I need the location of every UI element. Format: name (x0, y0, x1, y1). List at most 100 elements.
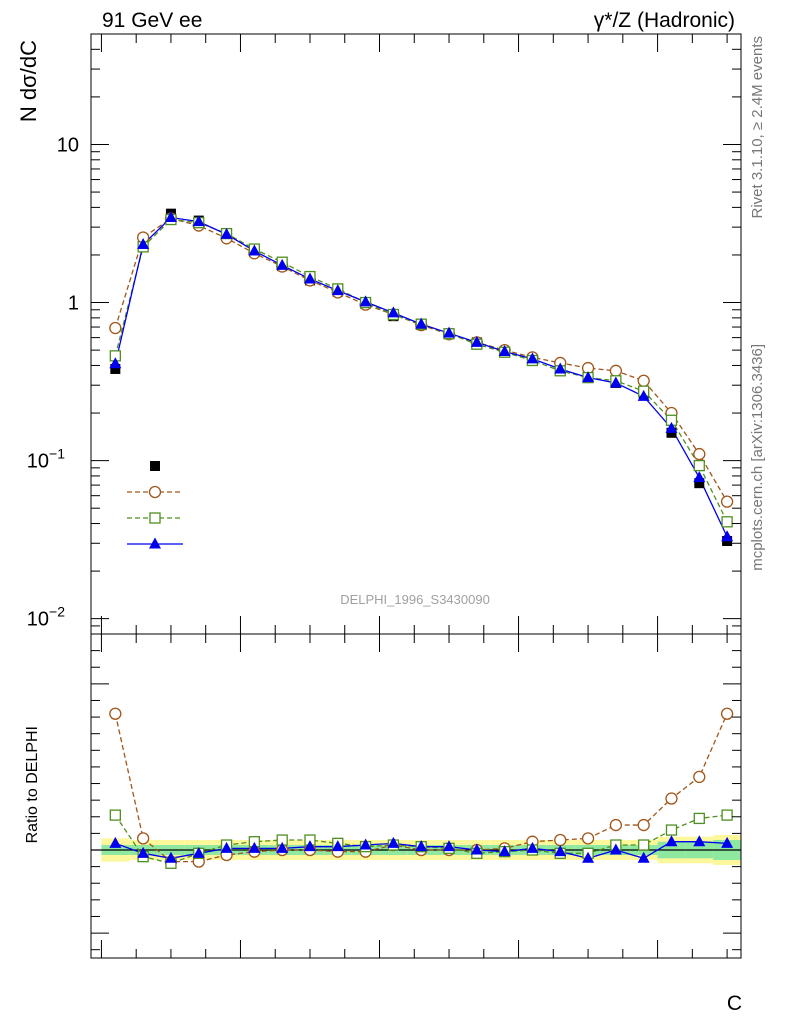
ratio-point-pythia-8-308-default (554, 845, 567, 857)
main-point-pythia-8-308-default (415, 317, 428, 329)
ratio-point-pythia-8-308-default (526, 841, 539, 853)
main-y-tick-exponent: −1 (49, 446, 65, 462)
ratio-point-herwig-2-7-1-default (720, 707, 734, 720)
ratio-point-pythia-8-308-default (137, 846, 150, 858)
legend-marker-pythia-8-308-default (149, 537, 161, 549)
main-point-pythia-8-308-default (470, 335, 483, 347)
legend-marker-herwig-2-7-1-default (148, 485, 162, 499)
main-point-pythia-8-308-default (637, 389, 650, 401)
main-point-pythia-8-308-default (443, 326, 456, 338)
ratio-point-herwig-2-7-1-default (609, 818, 623, 832)
main-point-pythia-8-308-default (276, 258, 289, 270)
ratio-point-pythia-8-308-default (721, 836, 734, 848)
ratio-line-herwig-2-7-1-default (114, 713, 728, 863)
main-y-tick-label: 1 (68, 293, 79, 315)
ratio-point-herwig-2-7-1-default (109, 707, 122, 720)
ratio-point-herwig-2-7-1-default (665, 792, 678, 805)
main-y-tick-base: 10 (27, 609, 49, 631)
main-point-herwig-2-7-1-default (109, 321, 122, 335)
ratio-plot-frame (90, 633, 742, 959)
main-point-pythia-8-308-default (248, 244, 261, 256)
ratio-point-herwig-2-7-1-default (554, 833, 567, 847)
main-point-pythia-8-308-default (665, 421, 678, 433)
ratio-point-pythia-8-308-default (637, 851, 650, 863)
ratio-point-herwig-2-7-1-default (581, 832, 595, 845)
ratio-point-herwig-2-7-1-default (136, 832, 150, 845)
legend-marker-herwig-7-2-1-default (149, 512, 161, 524)
main-point-pythia-8-308-default (498, 345, 511, 357)
main-point-herwig-2-7-1-default (637, 374, 650, 387)
main-point-pythia-8-308-default (220, 227, 233, 239)
main-point-herwig-2-7-1-default (693, 447, 706, 461)
main-point-pythia-8-308-default (526, 352, 539, 364)
legend-marker-delphi (150, 461, 160, 471)
main-point-herwig-7-2-1-default (721, 516, 733, 528)
x-axis-label: C (727, 992, 742, 1015)
main-point-pythia-8-308-default (359, 295, 372, 307)
ratio-point-pythia-8-308-default (415, 840, 428, 852)
main-y-tick-base: 10 (57, 134, 79, 156)
ratio-point-pythia-8-308-default (470, 843, 483, 855)
ratio-point-herwig-2-7-1-default (693, 770, 706, 784)
main-point-herwig-2-7-1-default (720, 495, 734, 508)
series-lines (114, 216, 728, 864)
rivet-info-label: Rivet 3.1.10, ≥ 2.4M events (749, 36, 766, 219)
ratio-point-pythia-8-308-default (498, 845, 511, 857)
ratio-point-herwig-7-2-1-default (638, 839, 650, 851)
main-point-pythia-8-308-default (331, 284, 344, 296)
ratio-point-pythia-8-308-default (220, 841, 233, 853)
main-point-pythia-8-308-default (582, 371, 595, 383)
main-point-pythia-8-308-default (164, 211, 177, 223)
main-point-pythia-8-308-default (303, 272, 316, 284)
main-point-herwig-2-7-1-default (609, 364, 623, 377)
ratio-y-axis-label: Ratio to DELPHI (24, 726, 41, 843)
ratio-point-herwig-7-2-1-default (665, 824, 678, 836)
main-point-pythia-8-308-default (192, 215, 205, 227)
ratio-point-pythia-8-308-default (109, 836, 122, 848)
mcplots-info-label: mcplots.cern.ch [arXiv:1306.3436] (749, 344, 766, 571)
main-line-pythia-8-308-default (114, 216, 728, 537)
ratio-point-pythia-8-308-default (609, 843, 622, 855)
main-point-herwig-7-2-1-default (693, 459, 705, 472)
ratio-point-pythia-8-308-default (359, 838, 372, 850)
ratio-point-herwig-7-2-1-default (721, 809, 733, 821)
main-point-delphi (110, 363, 121, 374)
main-point-pythia-8-308-default (609, 376, 622, 388)
main-y-tick-base: 10 (27, 451, 49, 473)
ratio-point-herwig-7-2-1-default (693, 812, 705, 825)
ratio-point-pythia-8-308-default (248, 841, 261, 853)
ratio-point-pythia-8-308-default (443, 840, 456, 852)
ratio-point-pythia-8-308-default (276, 841, 289, 853)
ratio-point-pythia-8-308-default (665, 835, 678, 847)
main-point-pythia-8-308-default (137, 237, 150, 249)
analysis-watermark: DELPHI_1996_S3430090 (340, 592, 490, 607)
main-point-delphi (694, 478, 705, 489)
header-left-title: 91 GeV ee (102, 9, 202, 32)
main-y-tick-exponent: −2 (49, 604, 65, 620)
main-plot-frame (90, 33, 742, 635)
ratio-point-pythia-8-308-default (387, 836, 400, 848)
header-right-title: γ*/Z (Hadronic) (594, 9, 735, 32)
ratio-point-pythia-8-308-default (693, 835, 706, 847)
series-markers (109, 208, 734, 869)
main-point-pythia-8-308-default (387, 306, 400, 318)
main-line-herwig-2-7-1-default (114, 217, 728, 502)
ratio-point-pythia-8-308-default (582, 851, 595, 863)
ratio-point-pythia-8-308-default (192, 846, 205, 858)
ratio-point-pythia-8-308-default (164, 851, 177, 863)
legend (127, 461, 183, 549)
main-point-pythia-8-308-default (693, 471, 706, 483)
ratio-point-herwig-7-2-1-default (109, 809, 121, 821)
ratio-point-pythia-8-308-default (303, 840, 316, 852)
main-y-tick-label: 10−1 (27, 446, 65, 473)
main-y-tick-label: 10−2 (27, 604, 65, 631)
main-point-pythia-8-308-default (554, 362, 567, 374)
main-y-tick-label: 10 (57, 134, 79, 156)
ratio-point-pythia-8-308-default (331, 840, 344, 852)
main-point-pythia-8-308-default (721, 530, 734, 542)
main-point-pythia-8-308-default (109, 357, 122, 369)
main-line-herwig-7-2-1-default (114, 218, 728, 523)
ratio-point-herwig-2-7-1-default (637, 818, 650, 832)
